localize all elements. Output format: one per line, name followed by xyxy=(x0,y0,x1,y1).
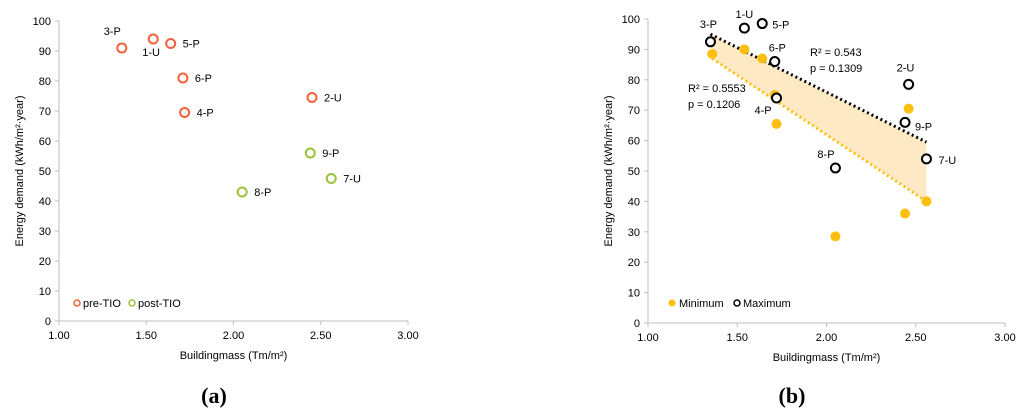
chart-a-legend-label: pre-TIO xyxy=(83,298,121,310)
chart-b-regression-annotation: p = 0.1206 xyxy=(688,99,740,111)
chart-a-y-tick-label: 100 xyxy=(33,16,51,28)
chart-b-max-point xyxy=(769,56,781,68)
chart-b-y-tick-label: 10 xyxy=(628,288,640,300)
chart-b-min-point xyxy=(707,48,718,59)
chart-b-min-point xyxy=(771,118,782,129)
chart-b-x-tick-label: 1.00 xyxy=(637,332,658,344)
chart-b-y-tick-label: 60 xyxy=(628,136,640,148)
chart-a-legend-label: post-TIO xyxy=(138,298,181,310)
chart-a-x-tick-label: 1.00 xyxy=(48,330,69,342)
chart-a-x-tick-label: 3.00 xyxy=(397,330,418,342)
chart-a-x-tick-label: 2.00 xyxy=(223,330,244,342)
chart-a-y-tick-label: 30 xyxy=(39,226,51,238)
chart-b-point-label: 5-P xyxy=(772,20,789,32)
chart-b-min-point xyxy=(739,44,750,55)
chart-b-point-label: 4-P xyxy=(755,105,772,117)
chart-b-max-point xyxy=(829,162,841,174)
chart-a-point-label: 5-P xyxy=(183,39,200,51)
chart-a-point xyxy=(179,107,191,118)
chart-a-y-tick-label: 90 xyxy=(39,46,51,58)
chart-b-min-point xyxy=(830,231,841,242)
chart-a-point xyxy=(325,173,337,184)
chart-b-y-axis-title: Energy demand (kWh/m²·year) xyxy=(603,96,615,247)
chart-b-y-tick-label: 20 xyxy=(628,257,640,269)
chart-b-legend-label: Maximum xyxy=(743,298,791,310)
chart-a-x-tick-label: 2.50 xyxy=(310,330,331,342)
chart-a-plot: 0 10 20 30 40 50 60 70 80 90 100 1.00 1.50 2.00 2.50 3.… xyxy=(14,16,419,362)
chart-b-x-tick-label: 2.50 xyxy=(905,332,926,344)
chart-b-confidence-band xyxy=(710,34,927,202)
chart-b-legend-label: Minimum xyxy=(679,298,724,310)
chart-a-point-label: 2-U xyxy=(324,93,342,105)
chart-b-y-tick-label: 80 xyxy=(628,75,640,87)
chart-a-y-tick-label: 80 xyxy=(39,76,51,88)
chart-b-min-point xyxy=(900,208,911,219)
panel-label-a: (a) xyxy=(201,383,227,408)
chart-b-max-point xyxy=(771,92,783,104)
chart-a-point-label: 8-P xyxy=(254,187,271,199)
chart-a-point-label: 1-U xyxy=(142,47,160,59)
chart-b-y-tick-label: 70 xyxy=(628,105,640,117)
chart-a-point xyxy=(177,72,189,84)
chart-b-max-point xyxy=(903,78,915,90)
chart-panel-a: 0 10 20 30 40 50 60 70 80 90 100 1.00 1.50 2.00 2.50 3.… xyxy=(14,16,419,408)
chart-a-point xyxy=(165,38,177,49)
chart-b-x-tick-label: 1.50 xyxy=(727,332,748,344)
chart-a-point-label: 3-P xyxy=(104,26,121,38)
chart-b-y-tick-label: 0 xyxy=(634,318,640,330)
chart-b-x-axis-title: Buildingmass (Tm/m²) xyxy=(773,352,881,364)
chart-b-y-tick-label: 90 xyxy=(628,44,640,56)
chart-a-point-label: 6-P xyxy=(195,73,212,85)
chart-a-point-label: 9-P xyxy=(322,148,339,160)
chart-a-y-tick-label: 0 xyxy=(45,316,51,328)
chart-b-min-point xyxy=(757,53,768,64)
chart-b-y-tick-label: 30 xyxy=(628,227,640,239)
chart-a-point-label: 7-U xyxy=(343,174,361,186)
chart-a-point xyxy=(304,147,316,159)
chart-b-y-tick-label: 40 xyxy=(628,196,640,208)
chart-a-y-axis-title: Energy demand (kWh/m²·year) xyxy=(14,96,26,247)
chart-b-legend-marker xyxy=(733,299,741,307)
chart-b-max-point xyxy=(899,116,911,128)
chart-a-y-tick-label: 70 xyxy=(39,106,51,118)
chart-a-y-tick-label: 60 xyxy=(39,136,51,148)
chart-a-legend-marker xyxy=(73,299,81,307)
chart-b-legend-marker xyxy=(668,299,676,307)
chart-b-regression-annotation: R² = 0.5553 xyxy=(688,83,746,95)
chart-b-x-tick-label: 3.00 xyxy=(994,332,1015,344)
chart-b-max-point xyxy=(738,22,750,34)
chart-b-y-tick-label: 100 xyxy=(622,14,640,26)
chart-b-point-label: 9-P xyxy=(915,121,932,133)
chart-b-max-point xyxy=(704,36,716,48)
chart-a-x-tick-label: 1.50 xyxy=(136,330,157,342)
chart-a-y-tick-label: 20 xyxy=(39,256,51,268)
chart-b-y-tick-label: 50 xyxy=(628,166,640,178)
chart-a-legend-marker xyxy=(128,299,136,307)
chart-a-y-tick-label: 10 xyxy=(39,286,51,298)
chart-b-point-label: 1-U xyxy=(736,9,754,21)
chart-a-y-tick-label: 50 xyxy=(39,166,51,178)
chart-b-regression-annotation: p = 0.1309 xyxy=(810,63,862,75)
chart-b-max-point xyxy=(920,153,932,165)
chart-a-x-axis-title: Buildingmass (Tm/m²) xyxy=(180,350,288,362)
chart-b-max-point xyxy=(756,18,768,30)
chart-b-min-point xyxy=(903,103,914,114)
chart-b-regression-annotation: R² = 0.543 xyxy=(810,47,862,59)
chart-a-point xyxy=(116,42,128,54)
chart-b-point-label: 2-U xyxy=(897,62,915,74)
chart-b-point-label: 3-P xyxy=(700,19,717,31)
chart-b-point-label: 6-P xyxy=(769,43,786,55)
chart-b-x-tick-label: 2.00 xyxy=(816,332,837,344)
chart-b-plot: 0 10 20 30 40 50 60 70 80 90 100 1.00 1.50 2.00 2.50 3.… xyxy=(603,9,1016,364)
chart-a-point-label: 4-P xyxy=(197,108,214,120)
chart-b-point-label: 7-U xyxy=(938,155,956,167)
chart-a-y-tick-label: 40 xyxy=(39,196,51,208)
chart-b-point-label: 8-P xyxy=(817,149,834,161)
chart-panel-b: 0 10 20 30 40 50 60 70 80 90 100 1.00 1.50 2.00 2.50 3.… xyxy=(508,0,1016,409)
panel-label-b: (b) xyxy=(778,383,806,408)
chart-a-point xyxy=(147,33,159,45)
chart-a-point xyxy=(236,186,248,198)
chart-b-min-point xyxy=(921,196,932,207)
chart-a-point xyxy=(306,92,318,103)
